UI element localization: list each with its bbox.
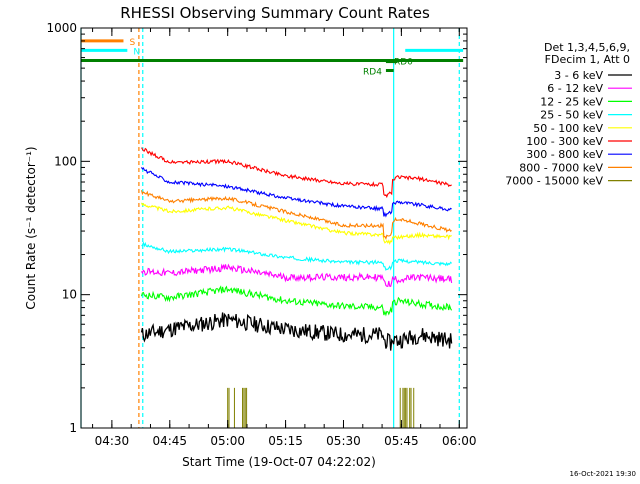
legend-label: 800 - 7000 keV — [519, 161, 603, 174]
legend-label: 300 - 800 keV — [526, 148, 603, 161]
legend-label: 7000 - 15000 keV — [505, 175, 603, 188]
plot-area: SN RD0 RD4 — [80, 28, 464, 428]
y-tick-label: 1000 — [46, 21, 77, 35]
y-axis-label: Count Rate (s⁻¹ detector⁻¹) — [24, 146, 38, 309]
x-axis-label: Start Time (19-Oct-07 04:22:02) — [182, 455, 376, 469]
legend: Det 1,3,4,5,6,9,FDecim 1, Att 0 3 - 6 keV… — [505, 41, 632, 188]
series-line — [140, 285, 453, 317]
series-line — [140, 190, 452, 241]
x-tick-label: 05:00 — [210, 434, 245, 448]
legend-label: 6 - 12 keV — [547, 82, 603, 95]
status-bar-label: RD4 — [363, 68, 382, 78]
series-line — [141, 167, 452, 218]
axes: 04:30 04:45 05:00 05:15 05:30 05:45 06:00 1 10 10… — [46, 21, 476, 448]
x-tick-label: 05:45 — [384, 434, 419, 448]
legend-label: 100 - 300 keV — [526, 135, 603, 148]
series-line — [140, 312, 453, 351]
legend-label: 25 - 50 keV — [540, 109, 603, 122]
x-tick-label: 05:30 — [326, 434, 361, 448]
legend-label: 3 - 6 keV — [554, 69, 603, 82]
legend-header: FDecim 1, Att 0 — [545, 53, 630, 66]
x-tick-label: 05:15 — [268, 434, 303, 448]
y-tick-label: 100 — [54, 154, 77, 168]
x-tick-label: 04:30 — [95, 434, 130, 448]
series-line — [141, 263, 453, 288]
legend-label: 12 - 25 keV — [540, 95, 603, 108]
chart-title: RHESSI Observing Summary Count Rates — [120, 4, 430, 22]
series-line — [141, 147, 452, 199]
legend-header: Det 1,3,4,5,6,9, — [544, 41, 630, 54]
x-tick-label: 06:00 — [442, 434, 477, 448]
legend-label: 50 - 100 keV — [533, 122, 603, 135]
y-tick-label: 1 — [69, 421, 77, 435]
status-bar-label: N — [133, 47, 140, 57]
x-tick-label: 04:45 — [152, 434, 187, 448]
series-line — [141, 241, 453, 271]
plot-frame — [80, 27, 468, 429]
y-tick-label: 10 — [62, 288, 77, 302]
status-bar-label: S — [129, 38, 135, 48]
status-bar-label: RD0 — [394, 58, 413, 68]
footer-timestamp: 16-Oct-2021 19:30 — [570, 470, 636, 478]
series-line — [140, 202, 452, 245]
